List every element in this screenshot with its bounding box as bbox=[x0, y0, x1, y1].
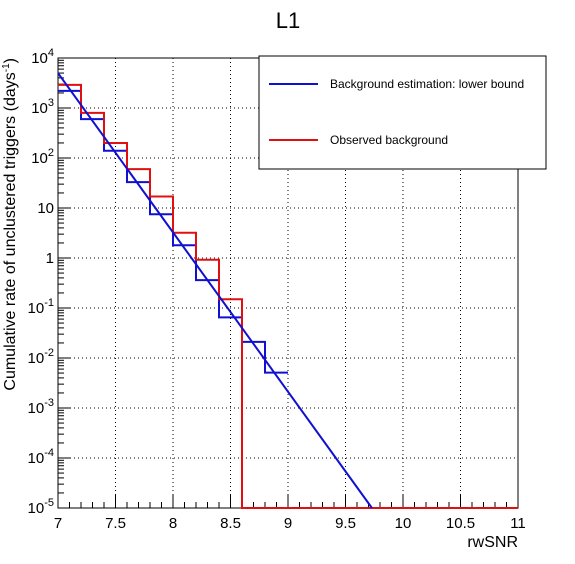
x-tick-label: 7 bbox=[54, 515, 62, 532]
x-tick-label: 7.5 bbox=[105, 515, 126, 532]
x-tick-label: 8 bbox=[169, 515, 177, 532]
y-axis-label: Cumulative rate of unclustered triggers … bbox=[1, 58, 19, 391]
x-tick-labels: 7 7.5 8 8.5 9 9.5 10 10.5 11 bbox=[54, 515, 526, 532]
x-tick-label: 8.5 bbox=[220, 515, 241, 532]
y-tick-label: 102 bbox=[31, 147, 54, 167]
y-tick-label: 10-5 bbox=[28, 497, 54, 517]
x-tick-label: 10 bbox=[395, 515, 412, 532]
x-tick-label: 9 bbox=[284, 515, 292, 532]
y-tick-labels: 10-5 10-4 10-3 10-2 10-1 1 10 102 103 104 bbox=[28, 47, 54, 517]
axis-ticks bbox=[57, 57, 519, 509]
series-group bbox=[57, 72, 518, 509]
y-axis-label-close: ) bbox=[2, 58, 19, 63]
series-line-1 bbox=[58, 83, 518, 509]
x-tick-label: 9.5 bbox=[335, 515, 356, 532]
y-tick-label: 10-3 bbox=[28, 397, 54, 417]
y-tick-label: 1 bbox=[46, 250, 54, 267]
chart-title: L1 bbox=[276, 8, 300, 33]
y-tick-label: 103 bbox=[31, 97, 54, 117]
y-axis-label-main: Cumulative rate of unclustered triggers … bbox=[2, 72, 19, 390]
y-axis-label-sup: -1 bbox=[1, 63, 12, 72]
legend: Background estimation: lower bound Obser… bbox=[258, 55, 547, 170]
x-tick-label: 11 bbox=[510, 515, 526, 532]
legend-box bbox=[258, 55, 547, 170]
legend-label-background-estimation: Background estimation: lower bound bbox=[330, 77, 524, 91]
series-line-2 bbox=[57, 72, 373, 509]
y-tick-label: 10-4 bbox=[28, 447, 54, 467]
y-tick-label: 104 bbox=[31, 47, 54, 67]
y-tick-label: 10 bbox=[37, 200, 54, 217]
legend-label-observed-background: Observed background bbox=[330, 133, 448, 147]
x-tick-label: 10.5 bbox=[446, 515, 475, 532]
y-tick-label: 10-2 bbox=[28, 347, 54, 367]
y-tick-label: 10-1 bbox=[28, 297, 54, 317]
x-axis-label: rwSNR bbox=[467, 534, 518, 551]
grid-lines bbox=[58, 58, 518, 508]
